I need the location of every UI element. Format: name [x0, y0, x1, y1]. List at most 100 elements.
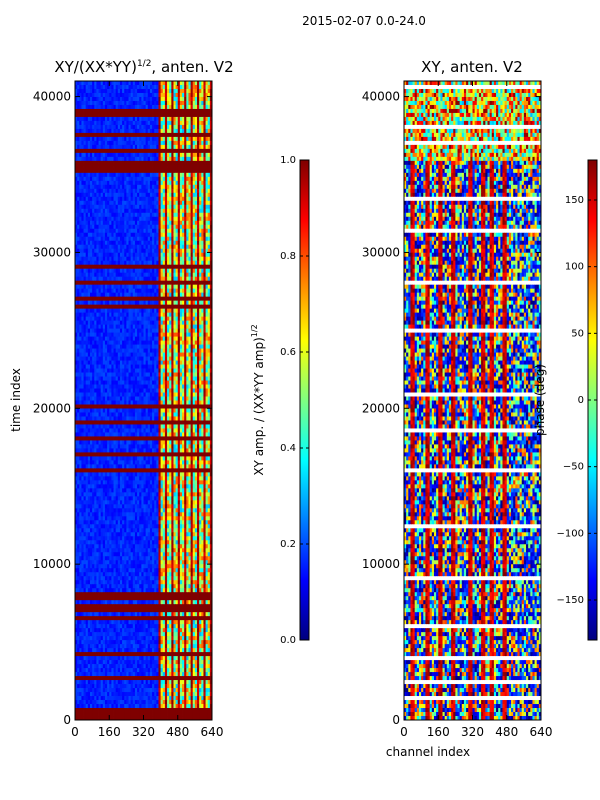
heatmap-cell — [79, 376, 82, 381]
heatmap-cell — [149, 348, 153, 353]
heatmap-cell — [190, 360, 194, 365]
heatmap-cell — [179, 316, 183, 322]
heatmap-cell — [209, 160, 212, 166]
heatmap-cell — [81, 252, 84, 258]
heatmap-cell — [96, 356, 99, 361]
heatmap-cell — [160, 156, 164, 162]
heatmap-cell — [85, 340, 89, 345]
heatmap-cell — [124, 132, 127, 138]
heatmap-cell — [139, 208, 142, 214]
heatmap-cell — [156, 284, 159, 290]
heatmap-cell — [152, 352, 155, 357]
heatmap-cell — [143, 292, 147, 298]
heatmap-cell — [205, 320, 209, 326]
heatmap-cell — [169, 124, 172, 130]
heatmap-cell — [79, 172, 82, 178]
heatmap-cell — [203, 352, 206, 357]
heatmap-cell — [149, 312, 153, 318]
heatmap-cell — [117, 200, 121, 206]
heatmap-cell — [156, 260, 159, 266]
heatmap-cell — [162, 376, 166, 381]
heatmap-cell — [167, 252, 170, 258]
heatmap-cell — [182, 108, 185, 114]
heatmap-cell — [141, 152, 144, 158]
heatmap-cell — [160, 312, 164, 318]
heatmap-cell — [209, 296, 212, 302]
heatmap-cell — [190, 240, 194, 246]
heatmap-cell — [107, 100, 110, 106]
heatmap-cell — [203, 272, 206, 278]
heatmap-cell — [156, 200, 159, 206]
heatmap-cell — [137, 380, 140, 385]
heatmap-cell — [199, 260, 202, 266]
heatmap-cell — [182, 368, 185, 373]
heatmap-cell — [79, 132, 82, 138]
heatmap-cell — [145, 200, 149, 206]
heatmap-cell — [179, 108, 183, 114]
heatmap-cell — [177, 140, 181, 146]
heatmap-cell — [130, 236, 134, 242]
heatmap-cell — [158, 132, 162, 138]
heatmap-cell — [171, 144, 174, 150]
heatmap-cell — [141, 220, 144, 226]
heatmap-cell — [77, 104, 80, 110]
heatmap-cell — [192, 320, 196, 326]
heatmap-cell — [160, 84, 164, 90]
heatmap-cell — [154, 292, 157, 298]
heatmap-cell — [154, 208, 157, 214]
heatmap-cell — [167, 324, 170, 330]
heatmap-cell — [94, 100, 97, 106]
heatmap-cell — [179, 232, 183, 238]
heatmap-cell — [79, 156, 82, 162]
heatmap-cell — [137, 204, 140, 210]
heatmap-cell — [100, 88, 104, 94]
heatmap-cell — [147, 308, 151, 314]
heatmap-cell — [134, 328, 138, 334]
heatmap-cell — [188, 268, 191, 274]
heatmap-cell — [182, 216, 185, 222]
heatmap-cell — [87, 360, 91, 365]
heatmap-cell — [132, 292, 136, 298]
heatmap-cell — [192, 184, 196, 190]
heatmap-cell — [190, 320, 194, 326]
heatmap-cell — [100, 84, 104, 90]
heatmap-cell — [111, 208, 114, 214]
heatmap-cell — [207, 272, 211, 278]
heatmap-cell — [207, 260, 211, 266]
heatmap-cell — [107, 344, 110, 349]
heatmap-cell — [126, 356, 129, 361]
heatmap-cell — [158, 356, 162, 361]
heatmap-cell — [87, 276, 91, 282]
heatmap-cell — [199, 84, 202, 90]
heatmap-cell — [85, 232, 89, 238]
heatmap-cell — [182, 168, 185, 174]
heatmap-cell — [134, 288, 138, 294]
heatmap-cell — [122, 280, 125, 286]
heatmap-cell — [77, 376, 80, 381]
heatmap-cell — [83, 200, 87, 206]
heatmap-cell — [207, 104, 211, 110]
heatmap-cell — [128, 316, 132, 322]
heatmap-cell — [122, 200, 125, 206]
heatmap-cell — [199, 328, 202, 334]
heatmap-cell — [85, 136, 89, 142]
heatmap-cell — [96, 208, 99, 214]
heatmap-cell — [205, 136, 209, 142]
heatmap-cell — [119, 332, 123, 337]
heatmap-cell — [137, 256, 140, 262]
heatmap-cell — [89, 232, 93, 238]
heatmap-cell — [119, 112, 123, 118]
heatmap-cell — [122, 108, 125, 114]
heatmap-cell — [137, 188, 140, 194]
heatmap-cell — [92, 364, 95, 369]
heatmap-cell — [192, 180, 196, 186]
heatmap-cell — [154, 380, 157, 385]
heatmap-cell — [167, 100, 170, 106]
heatmap-cell — [132, 352, 136, 357]
heatmap-cell — [102, 228, 106, 234]
heatmap-cell — [160, 280, 164, 286]
heatmap-cell — [104, 332, 108, 337]
heatmap-cell — [109, 272, 112, 278]
amplitude-panel: XY/(XX*YY)1/2, anten. V2 0 160 320 480 64001… — [9, 58, 234, 739]
heatmap-cell — [98, 340, 102, 345]
